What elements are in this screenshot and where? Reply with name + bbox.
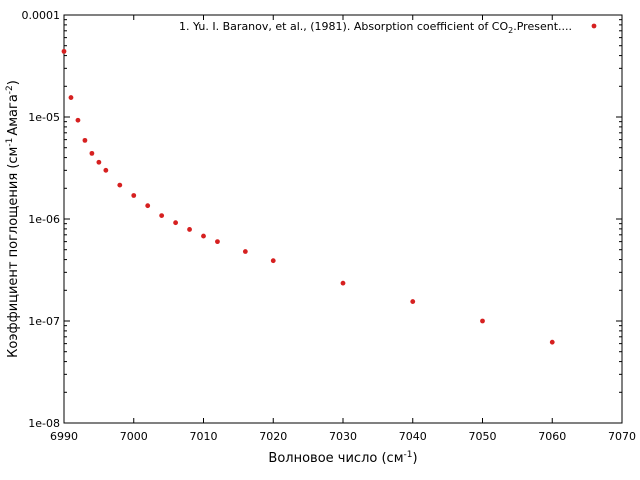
data-point xyxy=(96,159,102,165)
legend: 1. Yu. I. Baranov, et al., (1981). Absor… xyxy=(179,20,597,35)
y-tick-label: 0.0001 xyxy=(22,9,61,22)
data-point xyxy=(270,258,276,264)
legend-label: 1. Yu. I. Baranov, et al., (1981). Absor… xyxy=(179,20,572,35)
x-tick-label: 7030 xyxy=(329,430,357,443)
data-point xyxy=(68,95,74,100)
x-tick-label: 7020 xyxy=(259,430,287,443)
data-point xyxy=(480,318,485,324)
data-point xyxy=(215,239,220,245)
x-axis: 6990 7000 7010 7020 7030 7040 7050 7060 7070 xyxy=(50,15,636,443)
data-point xyxy=(89,150,95,156)
data-point xyxy=(173,220,179,226)
data-point xyxy=(103,167,109,173)
x-tick-label: 7000 xyxy=(120,430,148,443)
data-point xyxy=(201,233,206,239)
y-tick-label: 1e-06 xyxy=(28,213,60,226)
data-point xyxy=(82,137,88,143)
data-point xyxy=(242,249,248,254)
y-tick-label: 1e-05 xyxy=(28,111,60,124)
data-point xyxy=(549,339,555,345)
data-point xyxy=(410,299,416,304)
data-points xyxy=(61,48,555,345)
y-axis-label: Коэффициент поглощения (см-1Амага-2) xyxy=(5,80,21,358)
x-tick-label: 7050 xyxy=(469,430,497,443)
data-point xyxy=(75,117,81,123)
y-axis: 0.0001 1e-05 1e-06 1e-07 1e-08 xyxy=(22,9,622,430)
data-point xyxy=(187,227,192,232)
data-point xyxy=(117,182,123,188)
data-point xyxy=(61,48,67,54)
y-tick-label: 1e-08 xyxy=(28,417,60,430)
data-point xyxy=(340,280,346,286)
x-tick-label: 7040 xyxy=(399,430,427,443)
y-tick-label: 1e-07 xyxy=(28,315,60,328)
x-axis-label: Волновое число (см-1) xyxy=(268,450,417,466)
data-point xyxy=(159,213,165,218)
x-tick-label: 7060 xyxy=(538,430,566,443)
legend-marker xyxy=(591,23,597,29)
x-tick-label: 6990 xyxy=(50,430,78,443)
x-tick-label: 7010 xyxy=(190,430,218,443)
x-tick-label: 7070 xyxy=(608,430,636,443)
data-point xyxy=(131,193,137,198)
data-point xyxy=(145,203,151,209)
